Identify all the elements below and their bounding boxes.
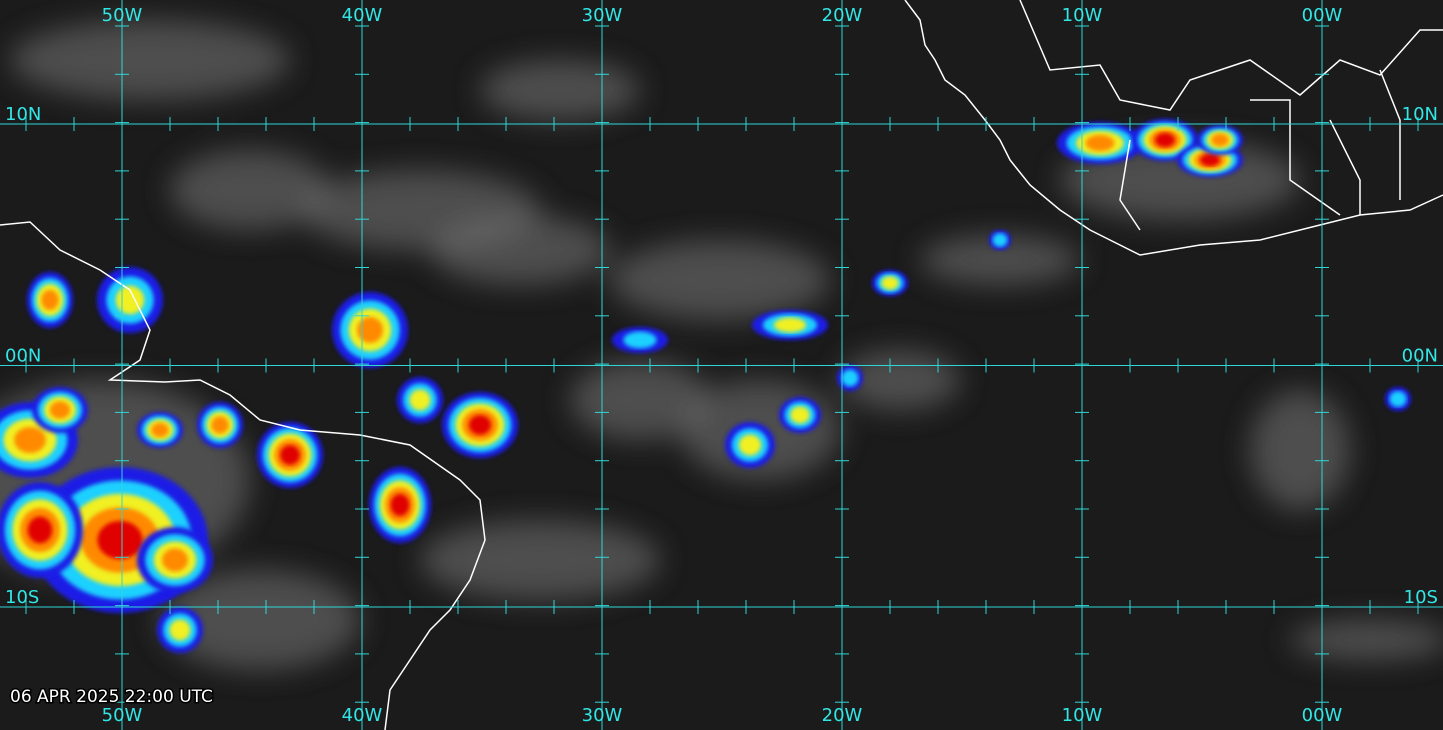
cloud	[1250, 390, 1350, 510]
cloud	[170, 150, 330, 230]
cloud	[1290, 620, 1443, 660]
cloud	[570, 360, 710, 440]
longitude-label-bottom: 20W	[822, 705, 863, 726]
cloud	[430, 215, 610, 285]
longitude-label-top: 00W	[1302, 5, 1343, 26]
longitude-label-top: 20W	[822, 5, 863, 26]
convection-cell	[162, 548, 188, 572]
longitude-label-bottom: 40W	[342, 705, 383, 726]
cloud	[10, 20, 290, 100]
convection-cell	[841, 369, 859, 387]
convection-cell	[27, 516, 53, 544]
convection-cell	[1211, 133, 1229, 147]
longitude-label-top: 30W	[582, 5, 623, 26]
convection-cell	[790, 406, 810, 424]
convection-cell	[211, 416, 229, 434]
longitude-label-top: 40W	[342, 5, 383, 26]
longitude-label-top: 10W	[1062, 5, 1103, 26]
convection-cell	[151, 422, 169, 438]
convection-cell	[115, 285, 145, 315]
convection-cell	[623, 331, 657, 349]
convection-cell	[280, 445, 300, 465]
cloud	[160, 570, 360, 670]
convection-cell	[992, 233, 1008, 247]
latitude-label-right: 10S	[1404, 587, 1438, 608]
cloud	[480, 60, 640, 120]
longitude-label-bottom: 30W	[582, 705, 623, 726]
convection-layer	[0, 119, 1411, 653]
convection-cell	[357, 317, 383, 343]
convection-cell	[468, 415, 492, 435]
latitude-label-left: 10S	[5, 587, 39, 608]
graticule-labels: 50W 50W 40W 40W 30W 30W 20W 20W 10W 10W 00W 00W 10N 1…	[5, 5, 1438, 726]
timestamp: 06 APR 2025 22:00 UTC	[10, 687, 213, 707]
longitude-label-bottom: 10W	[1062, 705, 1103, 726]
convection-cell	[738, 434, 762, 456]
convection-cell	[1200, 153, 1220, 167]
convection-cell	[881, 276, 899, 290]
cloud	[610, 240, 830, 320]
convection-cell	[1389, 391, 1407, 407]
convection-cell	[409, 389, 431, 411]
convection-cell	[390, 493, 410, 517]
convection-cell	[14, 427, 46, 453]
longitude-label-bottom: 00W	[1302, 705, 1343, 726]
latitude-label-right: 00N	[1402, 346, 1438, 367]
convection-cell	[97, 520, 143, 560]
convection-cell	[169, 619, 191, 641]
cloud	[420, 520, 660, 600]
longitude-label-top: 50W	[102, 5, 143, 26]
convection-cell	[41, 289, 59, 311]
convection-cell	[49, 401, 71, 419]
cloud	[920, 235, 1080, 285]
convection-cell	[773, 317, 807, 333]
convection-cell	[1085, 134, 1115, 152]
latitude-label-left: 00N	[5, 346, 41, 367]
latitude-label-right: 10N	[1402, 104, 1438, 125]
longitude-label-bottom: 50W	[102, 705, 143, 726]
latitude-label-left: 10N	[5, 104, 41, 125]
convection-cell	[1155, 132, 1175, 148]
